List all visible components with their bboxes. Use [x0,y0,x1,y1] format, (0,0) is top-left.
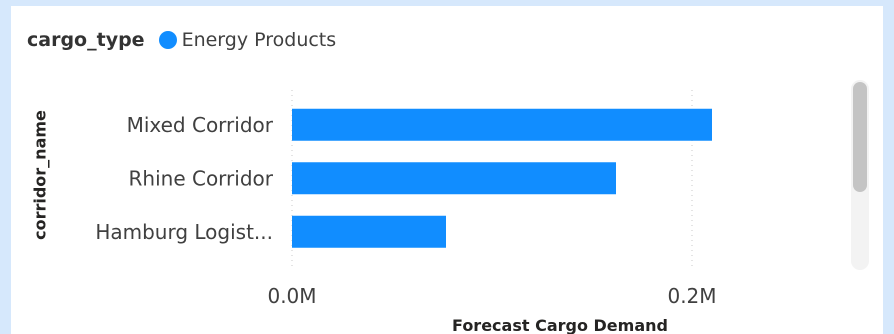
y-tick-label-0: Mixed Corridor [127,113,274,137]
x-tick-label-0: 0.0M [267,284,316,308]
frame-border-left [0,0,11,334]
legend-marker-energy-products [158,31,177,49]
x-axis-title: Forecast Cargo Demand [452,316,668,334]
y-tick-label-1: Rhine Corridor [129,166,274,190]
frame-border-right [883,0,894,334]
legend-label-energy-products[interactable]: Energy Products [181,29,337,51]
x-tick-label-1: 0.2M [667,284,716,308]
bar-0[interactable] [292,108,712,141]
bar-2[interactable] [292,215,446,248]
frame-border-top [0,0,894,6]
y-tick-label-2: Hamburg Logist... [95,220,273,244]
legend: cargo_type Energy Products [27,26,336,54]
bar-1[interactable] [292,162,616,195]
legend-title: cargo_type [27,29,145,51]
scrollbar-thumb[interactable] [853,82,867,192]
